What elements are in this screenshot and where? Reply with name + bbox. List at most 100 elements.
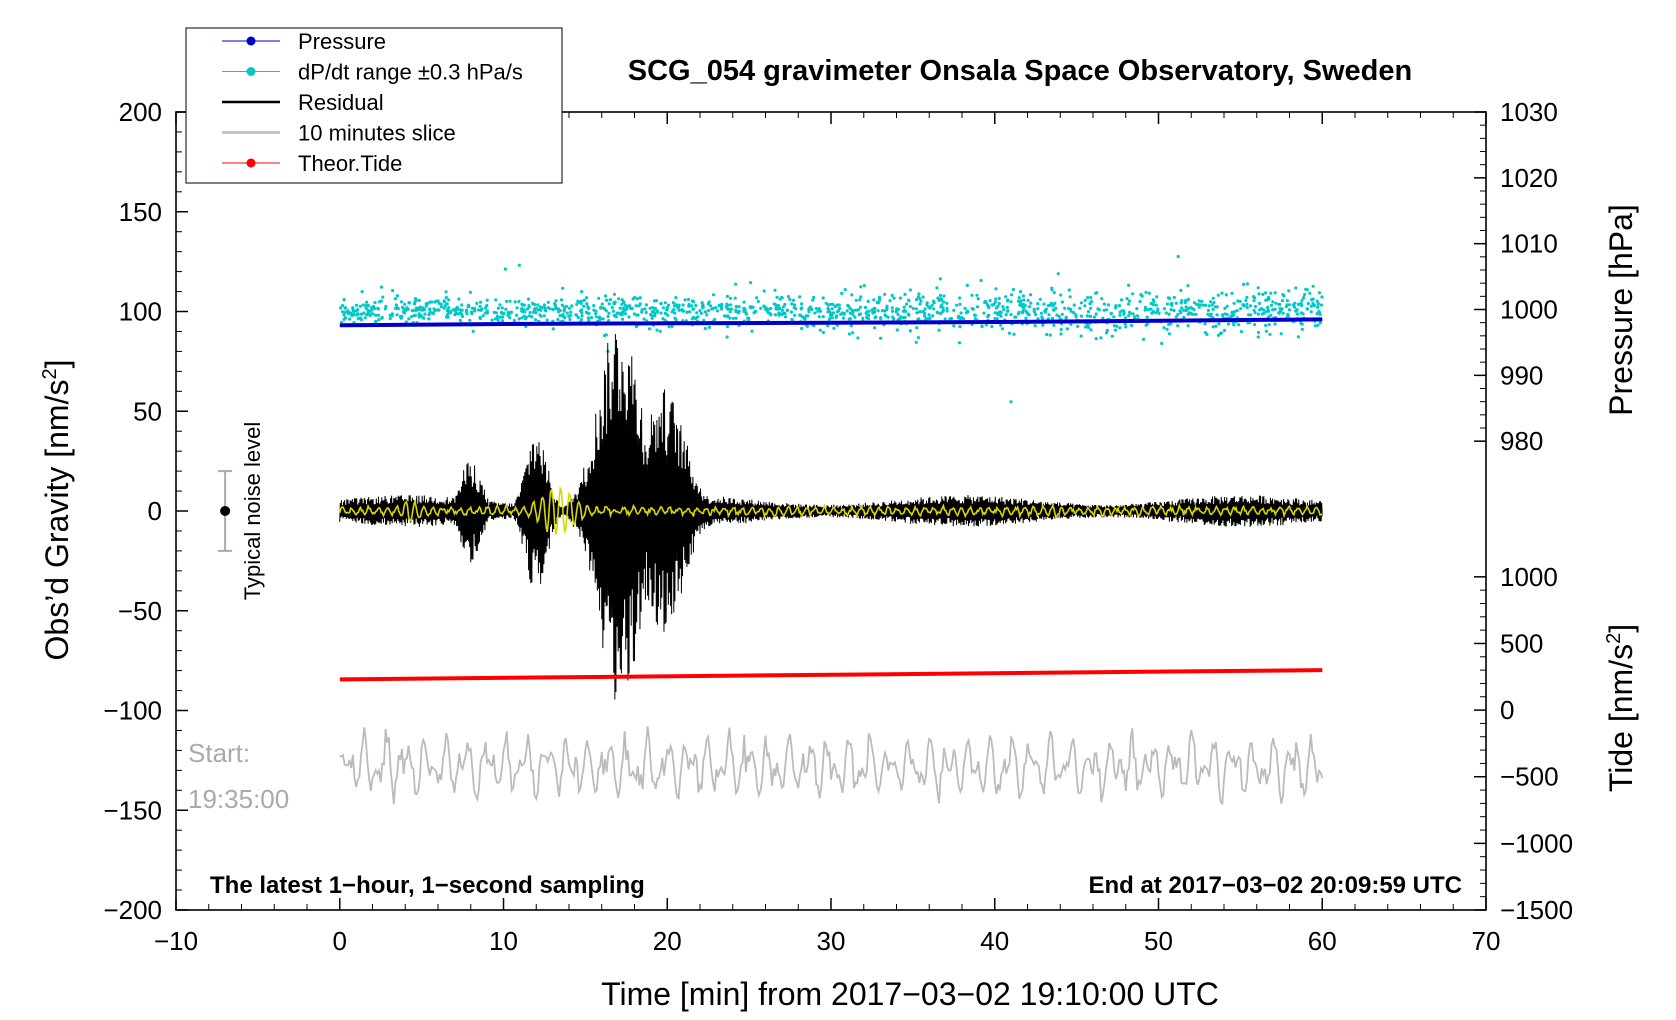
dpdt-point (1267, 315, 1271, 319)
dpdt-point (1220, 291, 1224, 295)
dpdt-point (653, 306, 657, 310)
dpdt-point (694, 316, 698, 320)
dpdt-point (1078, 306, 1082, 310)
tide-tick-label: −1500 (1500, 895, 1573, 925)
dpdt-point (1311, 297, 1315, 301)
dpdt-point (1184, 305, 1188, 309)
dpdt-point (621, 300, 626, 304)
dpdt-point (780, 296, 784, 300)
dpdt-point (781, 305, 786, 309)
dpdt-point (1117, 304, 1121, 308)
dpdt-point (585, 296, 589, 300)
y-tick-label: 50 (133, 396, 162, 426)
dpdt-point (677, 308, 681, 312)
dpdt-point (612, 292, 617, 296)
dpdt-point (955, 303, 959, 307)
dpdt-point (1309, 310, 1313, 314)
pressure-line (339, 317, 1323, 328)
dpdt-point (640, 308, 644, 312)
dpdt-point (1256, 312, 1260, 316)
dpdt-point (1225, 304, 1229, 308)
dpdt-point (542, 303, 547, 307)
dpdt-point (1006, 309, 1010, 313)
dpdt-point (1131, 312, 1135, 316)
dpdt-point (1264, 310, 1268, 314)
dpdt-point (1251, 295, 1256, 299)
dpdt-point (1206, 308, 1210, 312)
dpdt-point (1086, 325, 1091, 329)
dpdt-point (699, 311, 704, 315)
dpdt-point (1302, 296, 1306, 300)
dpdt-point (751, 305, 755, 309)
dpdt-point (939, 297, 943, 301)
dpdt-point (818, 309, 823, 313)
dpdt-point (691, 300, 696, 304)
dpdt-point (342, 298, 346, 302)
dpdt-point (1019, 299, 1023, 303)
dpdt-point (356, 312, 360, 316)
dpdt-point (419, 314, 423, 318)
dpdt-point (635, 297, 640, 301)
dpdt-point (923, 314, 927, 318)
dpdt-point (575, 302, 579, 306)
dpdt-point (793, 313, 797, 317)
dpdt-point (886, 315, 890, 319)
dpdt-point (1253, 304, 1257, 309)
dpdt-point (517, 299, 521, 304)
dpdt-point (1026, 298, 1030, 303)
dpdt-point (908, 305, 912, 309)
dpdt-point (1241, 303, 1245, 307)
dpdt-point (838, 306, 842, 310)
dpdt-point (413, 313, 417, 317)
dpdt-point (714, 306, 718, 310)
dpdt-point (847, 317, 851, 321)
dpdt-point (851, 331, 855, 335)
dpdt-point (988, 299, 992, 303)
dpdt-point (894, 310, 898, 314)
dpdt-point (786, 308, 790, 312)
dpdt-point (642, 317, 646, 321)
dpdt-point (485, 298, 489, 302)
dpdt-point (394, 306, 398, 310)
dpdt-point (1285, 299, 1289, 303)
dpdt-point (1179, 288, 1183, 292)
pressure-tick-label: 1030 (1500, 97, 1558, 127)
dpdt-point (501, 319, 505, 323)
dpdt-point (688, 310, 692, 314)
dpdt-point (999, 310, 1003, 315)
dpdt-point (1029, 301, 1033, 305)
dpdt-point (527, 314, 532, 318)
dpdt-point (734, 282, 738, 286)
dpdt-point (895, 328, 899, 332)
dpdt-point (536, 308, 541, 312)
dpdt-point (963, 306, 967, 310)
dpdt-point (1065, 327, 1069, 331)
dpdt-point (965, 283, 969, 287)
dpdt-point (339, 306, 343, 310)
dpdt-point (1059, 327, 1063, 332)
dpdt-point (663, 311, 668, 315)
dpdt-point (663, 318, 667, 322)
dpdt-point (1109, 312, 1113, 316)
dpdt-point (574, 313, 579, 317)
dpdt-point (983, 300, 987, 305)
dpdt-point (799, 302, 804, 306)
dpdt-point (907, 298, 911, 302)
dpdt-point (908, 288, 913, 292)
dpdt-point (1203, 322, 1207, 326)
dpdt-point (856, 308, 861, 312)
dpdt-point (1021, 309, 1025, 314)
start-time: 19:35:00 (188, 784, 289, 814)
dpdt-point (1027, 305, 1032, 309)
dpdt-point (995, 317, 999, 321)
dpdt-point (1284, 305, 1288, 309)
dpdt-point (685, 310, 689, 314)
dpdt-point (769, 313, 773, 317)
dpdt-point (655, 328, 659, 332)
dpdt-point (859, 285, 863, 289)
dpdt-point (584, 310, 589, 314)
dpdt-point (542, 314, 546, 318)
dpdt-point (1146, 308, 1150, 312)
dpdt-point (923, 307, 927, 311)
dpdt-point (1054, 306, 1058, 310)
